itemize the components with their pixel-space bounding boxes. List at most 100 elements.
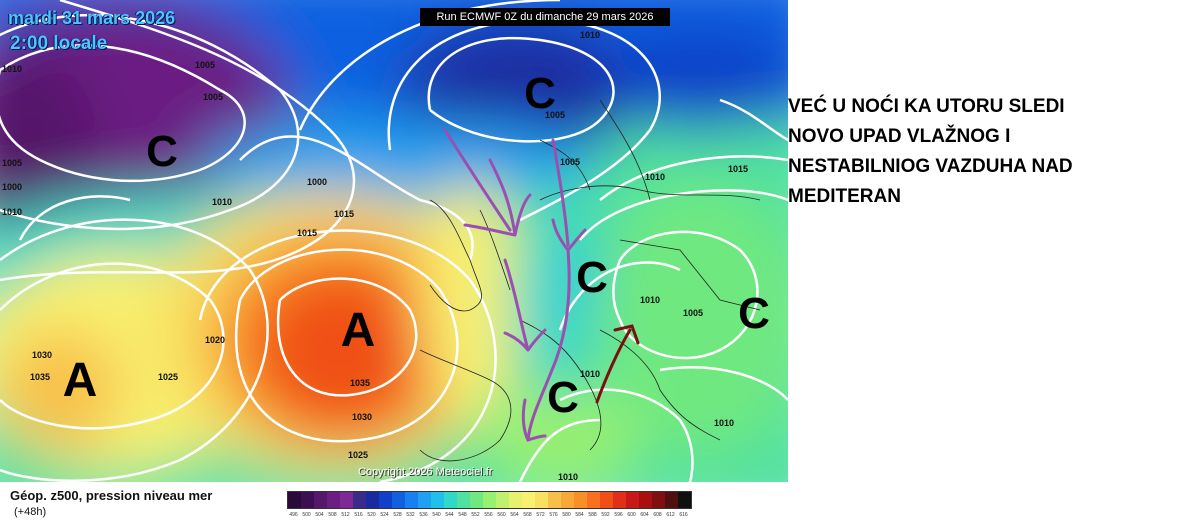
annotation-text: VEĆ U NOĆI KA UTORU SLEDI NOVO UPAD VLAŽ… xyxy=(788,92,1198,212)
color-scale-label: 528 xyxy=(393,512,402,518)
legend-title: Géop. z500, pression niveau mer xyxy=(10,488,213,503)
isobar-label: 1000 xyxy=(307,177,327,187)
isobar-label: 1015 xyxy=(334,209,354,219)
color-scale-label: 552 xyxy=(471,512,480,518)
low-center-letter: C xyxy=(576,253,608,302)
color-swatch xyxy=(314,492,327,508)
forecast-time: 2:00 locale xyxy=(10,33,108,54)
color-scale-label: 604 xyxy=(640,512,649,518)
isobar-label: 1015 xyxy=(297,228,317,238)
low-center-letter: C xyxy=(547,373,579,422)
coastlines xyxy=(419,99,761,462)
color-scale-label: 536 xyxy=(419,512,428,518)
color-swatch xyxy=(457,492,470,508)
low-center-letter: C xyxy=(524,69,556,118)
isobars xyxy=(0,0,788,482)
color-scale-label: 496 xyxy=(289,512,298,518)
isobar-label: 1010 xyxy=(714,418,734,428)
isobar-label: 1035 xyxy=(350,378,370,388)
high-center-letter: A xyxy=(63,354,98,407)
isobar-label: 1010 xyxy=(212,197,232,207)
copyright-text: Copyright 2026 Meteociel.fr xyxy=(358,466,493,478)
color-scale-label: 572 xyxy=(536,512,545,518)
annotation-line: MEDITERAN xyxy=(788,186,901,207)
pressure-centers: C C A A C C C xyxy=(63,69,770,422)
color-swatch xyxy=(496,492,509,508)
color-swatch xyxy=(288,492,301,508)
color-scale-label: 580 xyxy=(562,512,571,518)
isobar-label: 1010 xyxy=(580,369,600,379)
color-swatch xyxy=(639,492,652,508)
color-scale-label: 544 xyxy=(445,512,454,518)
isobar-label: 1005 xyxy=(545,110,565,120)
isobar-label: 1015 xyxy=(728,164,748,174)
color-swatch xyxy=(574,492,587,508)
color-swatch xyxy=(353,492,366,508)
isobar-label: 1020 xyxy=(205,335,225,345)
color-swatch xyxy=(366,492,379,508)
color-scale-label: 556 xyxy=(484,512,493,518)
isobar-label: 1010 xyxy=(558,472,578,482)
isobar-labels: 1010 1005 1005 1000 1000 1005 1010 1010 … xyxy=(2,30,748,482)
isobar-label: 1005 xyxy=(203,92,223,102)
annotation-line: NESTABILNIOG VAZDUHA NAD xyxy=(788,156,1073,177)
color-swatch xyxy=(626,492,639,508)
color-swatch xyxy=(444,492,457,508)
isobar-label: 1035 xyxy=(30,372,50,382)
color-scale-label: 540 xyxy=(432,512,441,518)
color-scale-label: 500 xyxy=(302,512,311,518)
color-scale-label: 520 xyxy=(367,512,376,518)
warm-advection-arrow xyxy=(595,324,640,404)
isobar-label: 1005 xyxy=(195,60,215,70)
color-swatch xyxy=(340,492,353,508)
color-scale-label: 508 xyxy=(328,512,337,518)
color-scale-label: 600 xyxy=(627,512,636,518)
color-scale xyxy=(287,491,692,509)
high-center-letter: A xyxy=(341,304,376,357)
isobar-label: 1005 xyxy=(560,157,580,167)
color-scale-label: 548 xyxy=(458,512,467,518)
color-swatch xyxy=(379,492,392,508)
isobar-label: 1010 xyxy=(580,30,600,40)
color-swatch xyxy=(509,492,522,508)
color-swatch xyxy=(392,492,405,508)
color-scale-label: 516 xyxy=(354,512,363,518)
color-swatch xyxy=(665,492,678,508)
isobar-label: 1025 xyxy=(158,372,178,382)
color-scale-label: 524 xyxy=(380,512,389,518)
color-swatch xyxy=(431,492,444,508)
isobar-label: 1010 xyxy=(2,64,22,74)
low-center-letter: C xyxy=(146,127,178,176)
isobar-label: 1005 xyxy=(2,158,22,168)
color-swatch xyxy=(613,492,626,508)
color-swatch xyxy=(548,492,561,508)
color-scale-label: 592 xyxy=(601,512,610,518)
isobar-label: 1030 xyxy=(32,350,52,360)
low-center-letter: C xyxy=(738,289,770,338)
color-swatch xyxy=(535,492,548,508)
color-scale-label: 612 xyxy=(666,512,675,518)
color-scale-labels: 496 500 504 508 512 516 520 524 528 532 536 540 544 5… xyxy=(287,512,690,518)
isobar-label: 1000 xyxy=(2,182,22,192)
color-scale-label: 584 xyxy=(575,512,584,518)
color-scale-label: 576 xyxy=(549,512,558,518)
color-scale-label: 608 xyxy=(653,512,662,518)
annotation-line: VEĆ U NOĆI KA UTORU SLEDI xyxy=(788,96,1065,117)
color-scale-label: 532 xyxy=(406,512,415,518)
isobar-label: 1005 xyxy=(683,308,703,318)
color-swatch xyxy=(652,492,665,508)
color-scale-label: 564 xyxy=(510,512,519,518)
annotation-line: NOVO UPAD VLAŽNOG I xyxy=(788,126,1011,147)
trough-lines xyxy=(443,128,587,442)
color-scale-label: 596 xyxy=(614,512,623,518)
color-swatch xyxy=(561,492,574,508)
color-swatch xyxy=(405,492,418,508)
color-scale-label: 616 xyxy=(679,512,688,518)
weather-map: C C A A C C C 1010 1005 1005 1000 1000 1… xyxy=(0,0,788,482)
color-swatch xyxy=(587,492,600,508)
color-scale-label: 588 xyxy=(588,512,597,518)
color-scale-label: 504 xyxy=(315,512,324,518)
isobar-label: 1025 xyxy=(348,450,368,460)
isobar-label: 1010 xyxy=(2,207,22,217)
color-swatch xyxy=(483,492,496,508)
